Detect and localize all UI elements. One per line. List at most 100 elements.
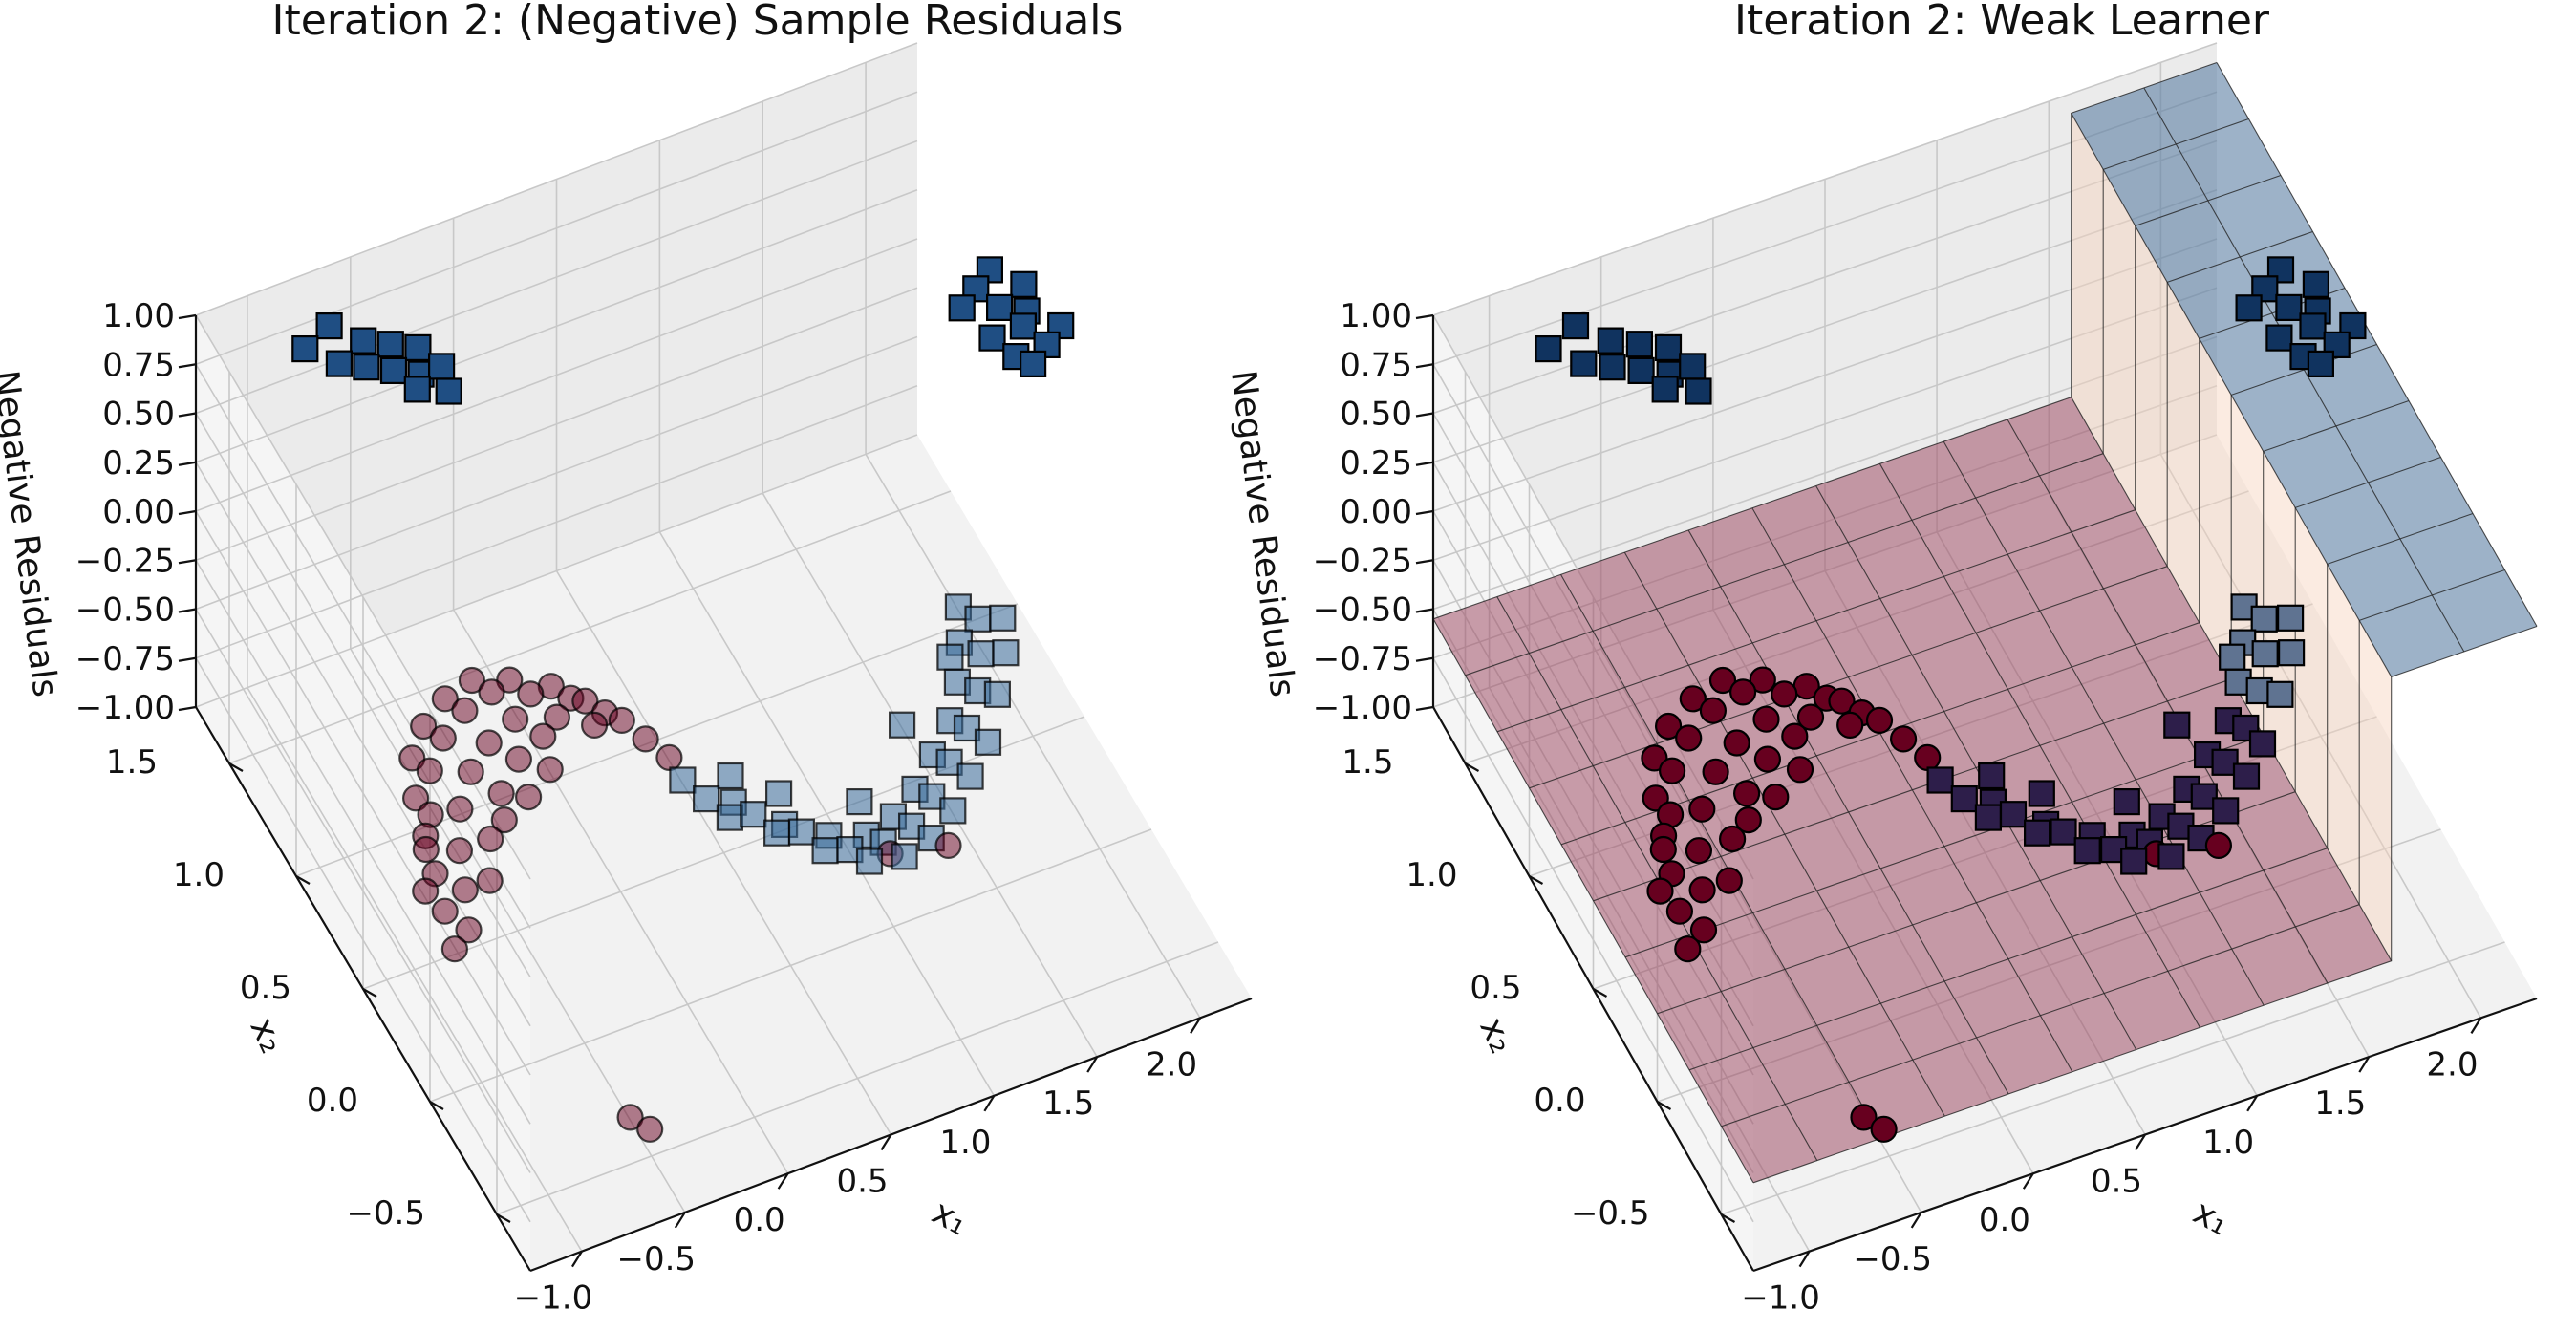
x-tick-label: 0.5 — [836, 1163, 888, 1201]
data-point-circle — [632, 725, 659, 753]
data-point-square — [2275, 293, 2303, 321]
data-point-square — [811, 837, 839, 865]
data-point-circle — [1752, 705, 1780, 733]
z-tick — [1415, 461, 1434, 466]
y-tick — [429, 1101, 444, 1110]
data-point-square — [2250, 605, 2278, 633]
z-tick — [178, 509, 197, 516]
y-tick-label: 1.5 — [1342, 743, 1393, 782]
data-point-circle — [451, 697, 479, 724]
data-point-square — [2113, 787, 2140, 816]
data-point-square — [1974, 804, 2002, 831]
data-point-square — [948, 294, 976, 322]
data-point-square — [1535, 335, 1562, 363]
z-tick-label: −0.25 — [75, 542, 175, 580]
data-point-square — [2212, 797, 2240, 825]
data-point-square — [2050, 818, 2077, 846]
x-tick — [2358, 1056, 2371, 1073]
data-point-square — [1570, 350, 1598, 377]
data-point-circle — [1654, 712, 1683, 741]
data-point-circle — [580, 711, 609, 740]
data-point-circle — [1679, 685, 1707, 713]
panel-weak-learner: −1.0 −0.5 0.0 0.5 1.0 1.5 2.0 −0.5 0.0 0.5 1.0 1.5 −… — [1223, 0, 2538, 1318]
data-point-circle — [1649, 835, 1677, 864]
data-point-circle — [1688, 876, 1716, 904]
data-point-square — [1561, 312, 1590, 340]
data-point-square — [1926, 766, 1954, 794]
data-point-square — [1654, 333, 1683, 361]
markers — [291, 256, 1075, 1143]
data-point-square — [1625, 331, 1654, 358]
data-point-circle — [655, 743, 683, 772]
x-tick — [1798, 1251, 1811, 1268]
data-point-circle — [1685, 837, 1713, 865]
data-point-circle — [412, 877, 440, 905]
data-point-circle — [412, 835, 440, 864]
z-tick — [178, 313, 197, 320]
surface-mesh-line — [1943, 440, 2265, 1006]
data-point-circle — [934, 831, 962, 860]
data-point-circle — [1786, 756, 1814, 784]
data-point-circle — [1762, 783, 1790, 811]
data-point-circle — [1689, 916, 1718, 944]
data-point-square — [716, 804, 744, 831]
markers — [1535, 256, 2367, 1143]
data-point-circle — [1828, 687, 1856, 715]
surface-mesh-line — [1432, 618, 1754, 1184]
y-tick-label: −0.5 — [1571, 1194, 1650, 1233]
data-point-circle — [446, 795, 474, 823]
data-point-square — [2232, 762, 2261, 790]
data-point-circle — [517, 680, 545, 708]
data-point-square — [1999, 801, 2028, 828]
data-point-circle — [490, 805, 518, 834]
data-point-square — [428, 353, 456, 380]
data-point-square — [2028, 780, 2055, 807]
z-tick — [178, 705, 197, 712]
y-tick-label: 1.0 — [173, 856, 225, 894]
y-tick — [496, 1213, 511, 1223]
data-point-circle — [1646, 877, 1674, 905]
data-point-circle — [1702, 758, 1729, 785]
panel-sample-residuals: −1.0 −0.5 0.0 0.5 1.0 1.5 2.0 −0.5 0.0 0.5 1.0 1.5 −… — [0, 0, 1253, 1318]
z-tick-label: −0.25 — [1313, 542, 1412, 580]
z-tick — [1415, 705, 1434, 712]
z-tick — [1415, 363, 1434, 369]
data-point-circle — [1658, 757, 1686, 784]
data-point-square — [2157, 843, 2185, 870]
x-tick-label: 2.0 — [1146, 1045, 1197, 1084]
data-point-circle — [431, 685, 459, 713]
z-tick-label: 0.00 — [1340, 493, 1412, 531]
data-point-square — [2251, 640, 2279, 668]
data-point-square — [2219, 643, 2246, 671]
data-point-circle — [636, 1115, 664, 1143]
data-point-circle — [457, 758, 484, 785]
surface-mesh-line — [1878, 463, 2200, 1028]
z-tick-label: −0.75 — [1313, 640, 1412, 678]
data-point-circle — [1889, 725, 1918, 753]
data-point-square — [939, 797, 967, 825]
data-point-circle — [1688, 795, 1716, 823]
data-point-square — [764, 780, 793, 807]
data-point-square — [989, 604, 1017, 632]
surface-mesh-line — [1560, 574, 1882, 1139]
y-tick-label: −0.5 — [346, 1194, 425, 1233]
data-point-square — [1685, 377, 1712, 405]
data-point-square — [2163, 711, 2191, 739]
x-tick-label: 0.5 — [2091, 1163, 2142, 1201]
z-tick-label: 0.25 — [1340, 444, 1412, 483]
data-point-square — [956, 762, 984, 790]
data-point-square — [291, 335, 319, 363]
data-point-square — [978, 324, 1006, 352]
data-point-square — [2302, 270, 2329, 298]
surface-mesh-line — [1687, 529, 2009, 1095]
z-tick — [178, 656, 197, 662]
data-point-square — [2299, 312, 2327, 340]
data-point-square — [2266, 680, 2294, 708]
data-point-square — [740, 801, 767, 828]
x-tick — [777, 1172, 789, 1190]
data-point-square — [992, 639, 1020, 667]
data-point-square — [353, 354, 380, 381]
data-point-square — [967, 640, 995, 668]
data-point-square — [2073, 837, 2101, 865]
data-point-circle — [455, 916, 483, 944]
